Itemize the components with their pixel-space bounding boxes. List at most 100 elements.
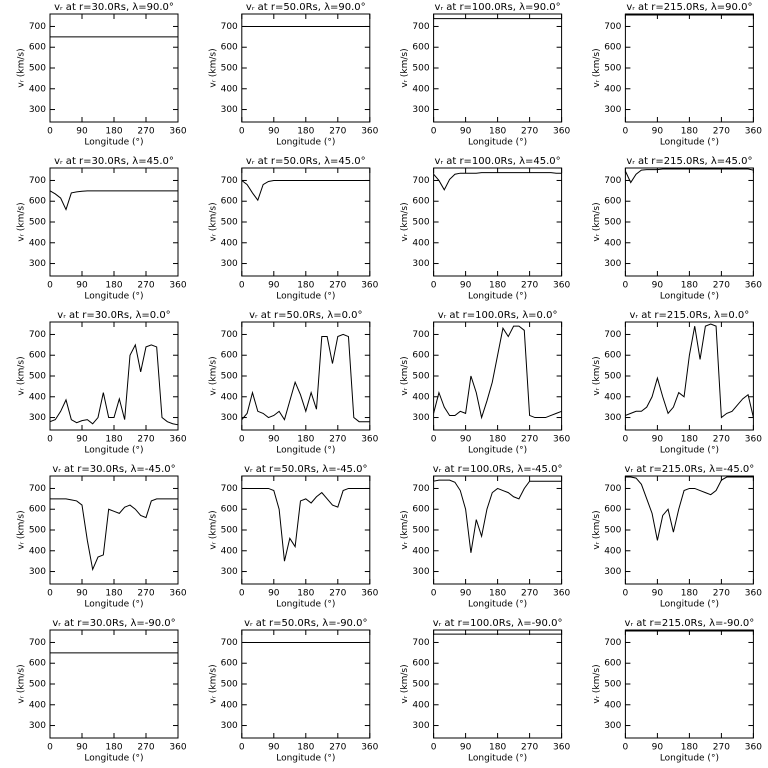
- chart-title: vᵣ at r=215.0Rs, λ=-45.0°: [625, 464, 755, 475]
- x-tick-label: 90: [268, 435, 280, 445]
- x-tick-label: 270: [329, 743, 346, 753]
- y-tick-label: 500: [412, 218, 429, 228]
- x-tick-label: 360: [745, 281, 762, 291]
- x-axis-label: Longitude (°): [660, 754, 719, 764]
- y-tick-label: 400: [604, 546, 621, 556]
- x-tick-label: 180: [681, 743, 698, 753]
- x-tick-label: 270: [521, 281, 538, 291]
- x-tick-label: 0: [239, 281, 245, 291]
- y-tick-label: 400: [221, 84, 238, 94]
- plot-frame: [49, 13, 179, 123]
- chart-title: vᵣ at r=215.0Rs, λ=0.0°: [630, 310, 750, 321]
- x-tick-label: 90: [76, 127, 88, 137]
- y-tick-label: 500: [412, 680, 429, 690]
- x-tick-label: 360: [553, 743, 570, 753]
- y-tick-label: 400: [29, 546, 46, 556]
- plot-frame: [241, 629, 371, 739]
- y-tick-label: 400: [29, 700, 46, 710]
- y-axis-label: vᵣ (km/s): [208, 664, 218, 703]
- y-tick-label: 500: [29, 218, 46, 228]
- y-tick-label: 400: [29, 84, 46, 94]
- x-tick-label: 0: [431, 435, 437, 445]
- x-tick-label: 360: [169, 435, 186, 445]
- x-tick-label: 180: [105, 435, 122, 445]
- x-tick-label: 360: [361, 281, 378, 291]
- x-tick-label: 90: [268, 743, 280, 753]
- line: [625, 476, 754, 541]
- x-tick-label: 180: [297, 127, 314, 137]
- x-axis-label: Longitude (°): [660, 292, 719, 302]
- x-tick-label: 360: [553, 435, 570, 445]
- x-tick-label: 90: [76, 435, 88, 445]
- y-tick-label: 300: [604, 259, 621, 269]
- y-tick-label: 500: [412, 64, 429, 74]
- y-tick-label: 400: [221, 700, 238, 710]
- x-tick-label: 90: [268, 127, 280, 137]
- x-tick-label: 360: [745, 435, 762, 445]
- y-tick-label: 400: [604, 84, 621, 94]
- y-axis-label: vᵣ (km/s): [592, 202, 602, 241]
- y-axis-label: vᵣ (km/s): [592, 664, 602, 703]
- y-tick-label: 300: [29, 721, 46, 731]
- y-tick-label: 700: [29, 22, 46, 32]
- x-axis-label: Longitude (°): [276, 600, 335, 610]
- x-axis-label: Longitude (°): [84, 754, 143, 764]
- x-tick-label: 90: [460, 281, 472, 291]
- y-tick-label: 300: [221, 567, 238, 577]
- x-tick-label: 270: [713, 127, 730, 137]
- line: [433, 479, 562, 553]
- x-axis-label: Longitude (°): [468, 754, 527, 764]
- x-tick-label: 0: [623, 127, 629, 137]
- x-tick-label: 360: [745, 589, 762, 599]
- y-tick-label: 600: [29, 659, 46, 669]
- x-tick-label: 0: [47, 589, 53, 599]
- y-tick-label: 400: [412, 546, 429, 556]
- y-axis-label: vᵣ (km/s): [17, 202, 27, 241]
- y-tick-label: 500: [604, 526, 621, 536]
- chart-title: vᵣ at r=215.0Rs, λ=45.0°: [626, 156, 752, 167]
- y-tick-label: 400: [412, 392, 429, 402]
- x-tick-label: 270: [137, 435, 154, 445]
- x-tick-label: 180: [681, 435, 698, 445]
- x-tick-label: 0: [47, 281, 53, 291]
- x-tick-label: 270: [137, 743, 154, 753]
- y-tick-label: 600: [221, 659, 238, 669]
- chart-title: vᵣ at r=30.0Rs, λ=90.0°: [54, 2, 174, 13]
- x-tick-label: 90: [652, 127, 664, 137]
- chart-title: vᵣ at r=100.0Rs, λ=-90.0°: [433, 618, 563, 629]
- y-tick-label: 700: [412, 330, 429, 340]
- y-axis-label: vᵣ (km/s): [208, 202, 218, 241]
- plot-frame: [433, 321, 563, 431]
- y-tick-label: 400: [29, 238, 46, 248]
- x-axis-label: Longitude (°): [84, 138, 143, 148]
- y-tick-label: 600: [412, 43, 429, 53]
- y-tick-label: 600: [412, 659, 429, 669]
- x-tick-label: 0: [239, 127, 245, 137]
- x-tick-label: 270: [329, 435, 346, 445]
- x-axis-label: Longitude (°): [660, 446, 719, 456]
- x-tick-label: 360: [169, 127, 186, 137]
- plot-frame: [49, 629, 179, 739]
- x-tick-label: 90: [268, 281, 280, 291]
- x-tick-label: 0: [47, 743, 53, 753]
- y-tick-label: 600: [29, 505, 46, 515]
- plot-frame: [433, 13, 563, 123]
- x-tick-label: 360: [169, 281, 186, 291]
- y-axis-label: vᵣ (km/s): [208, 510, 218, 549]
- y-tick-label: 300: [221, 413, 238, 423]
- x-tick-label: 180: [489, 281, 506, 291]
- x-tick-label: 0: [431, 127, 437, 137]
- x-tick-label: 0: [431, 281, 437, 291]
- chart-title: vᵣ at r=215.0Rs, λ=-90.0°: [625, 618, 755, 629]
- y-axis-label: vᵣ (km/s): [17, 664, 27, 703]
- y-tick-label: 400: [221, 392, 238, 402]
- line: [50, 498, 178, 572]
- x-tick-label: 180: [297, 743, 314, 753]
- y-tick-label: 300: [604, 413, 621, 423]
- y-axis-label: vᵣ (km/s): [592, 48, 602, 87]
- x-tick-label: 270: [329, 127, 346, 137]
- chart-title: vᵣ at r=30.0Rs, λ=0.0°: [57, 310, 170, 321]
- line: [625, 323, 754, 419]
- y-tick-label: 500: [29, 680, 46, 690]
- plot-frame: [433, 167, 563, 277]
